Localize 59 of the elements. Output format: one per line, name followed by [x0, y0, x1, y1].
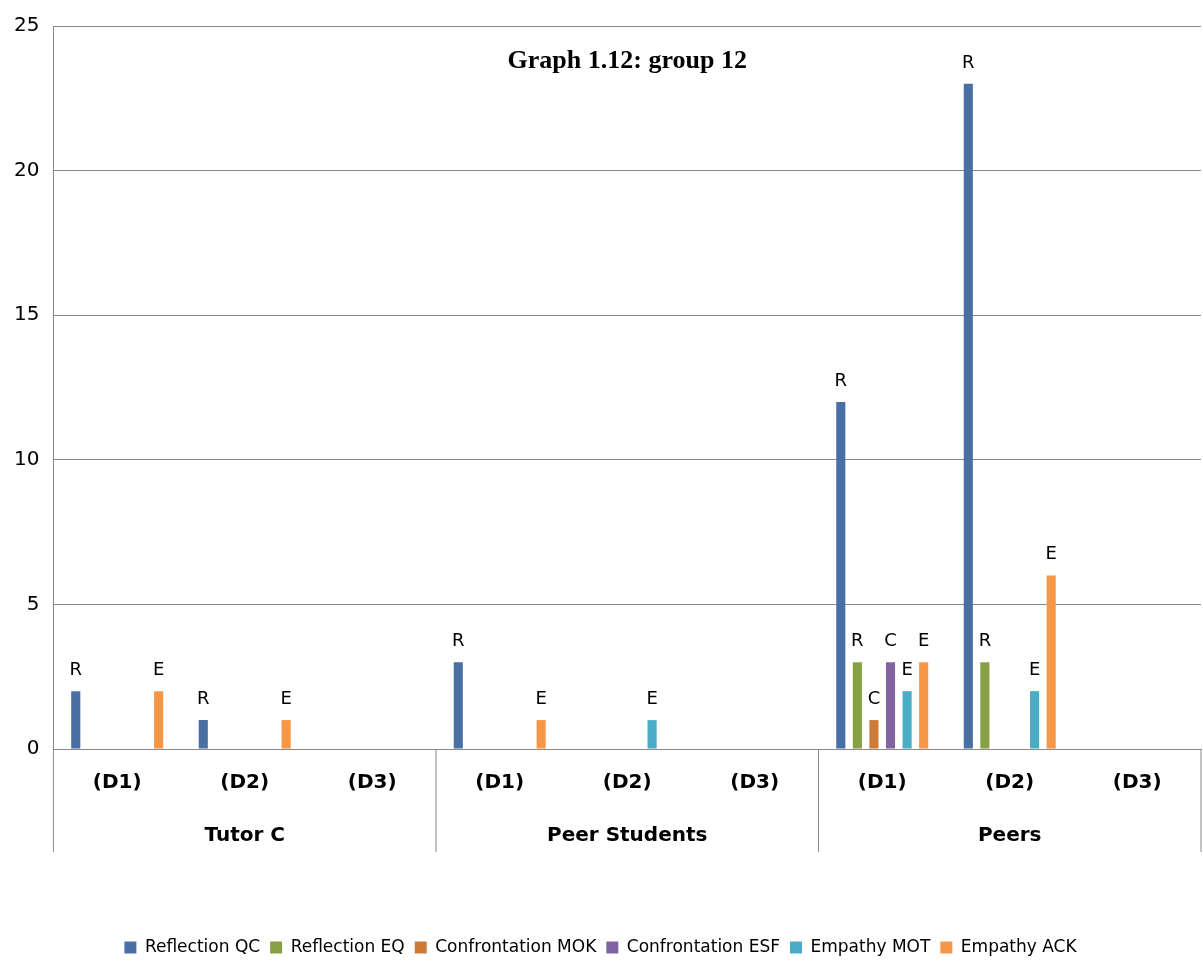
- data-label: E: [152, 657, 165, 679]
- data-label: C: [867, 686, 881, 708]
- bar: [885, 662, 896, 749]
- text: Tutor C: [204, 822, 285, 847]
- y-tick-label: 10: [14, 446, 40, 470]
- bar: [647, 720, 657, 749]
- bar: [980, 662, 990, 749]
- bar: [963, 83, 973, 749]
- data-label: E: [901, 657, 913, 679]
- data-label: R: [452, 628, 465, 650]
- text: Graph 1.12: group 12: [507, 44, 747, 74]
- text: Peer Students: [547, 822, 708, 847]
- y-tick-label: 0: [26, 735, 40, 760]
- bar: [919, 662, 929, 749]
- x-tick-label: (D1): [92, 769, 142, 794]
- x-tick-label: (D1): [475, 769, 525, 794]
- legend-label: Reflection QC: [144, 935, 261, 956]
- data-label: E: [280, 686, 292, 708]
- bar: [281, 720, 291, 749]
- data-label: E: [646, 686, 658, 708]
- bar: [453, 662, 463, 749]
- bar: [869, 720, 879, 749]
- legend-label: Empathy MOT: [810, 935, 931, 956]
- bar: [902, 691, 912, 749]
- text: Peers: [977, 822, 1042, 847]
- y-tick-label: 5: [26, 590, 40, 615]
- bar: [1030, 691, 1040, 749]
- y-tick-label: 25: [14, 12, 40, 37]
- x-tick-label: (D3): [347, 769, 397, 794]
- data-label: E: [535, 686, 547, 708]
- data-label: C: [884, 628, 897, 650]
- bar: [71, 691, 81, 749]
- data-label: R: [978, 628, 992, 650]
- data-label: R: [69, 657, 83, 679]
- y-tick-label: 20: [14, 156, 40, 181]
- bar: [154, 691, 164, 749]
- legend-label: Empathy ACK: [960, 935, 1078, 956]
- legend-label: Confrontation ESF: [626, 935, 780, 956]
- legend-label: Confrontation MOK: [435, 935, 598, 956]
- x-tick-label: (D1): [857, 769, 907, 794]
- data-label: R: [197, 686, 210, 708]
- bar: [836, 401, 846, 749]
- data-label: E: [917, 628, 930, 650]
- data-label: E: [1045, 542, 1057, 564]
- bar: [536, 720, 546, 749]
- x-tick-label: (D2): [985, 769, 1035, 794]
- data-label: E: [1028, 657, 1041, 679]
- x-tick-label: (D2): [220, 769, 270, 794]
- data-label: R: [834, 368, 848, 390]
- bar: [1046, 575, 1056, 749]
- x-tick-label: (D3): [1112, 769, 1162, 794]
- legend-label: Reflection EQ: [290, 935, 405, 956]
- data-label: R: [962, 50, 975, 72]
- x-tick-label: (D2): [602, 769, 652, 794]
- bar: [852, 662, 862, 749]
- data-label: R: [851, 628, 864, 650]
- x-tick-label: (D3): [730, 769, 780, 794]
- y-tick-label: 15: [14, 301, 40, 326]
- bar: [198, 720, 208, 749]
